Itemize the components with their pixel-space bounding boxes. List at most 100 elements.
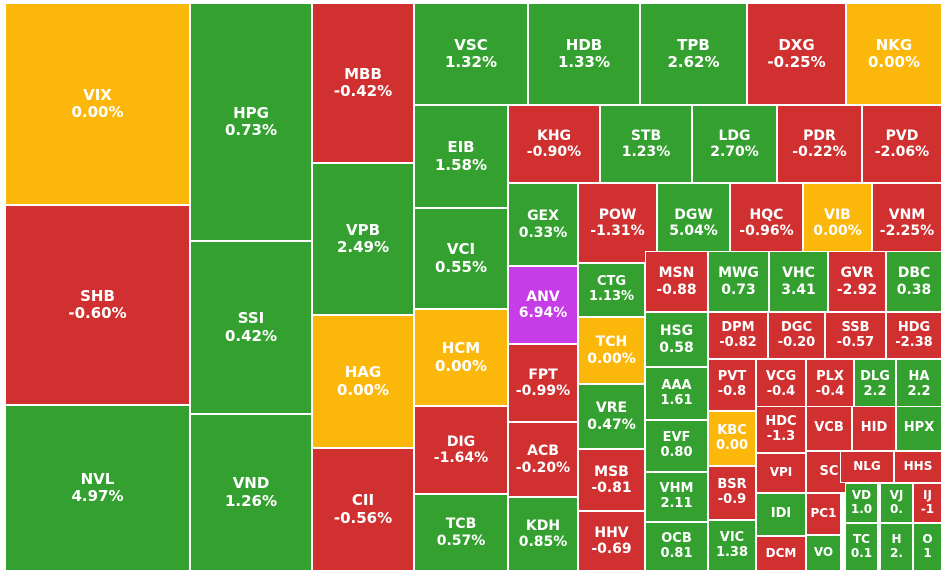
tile-symbol: HHV	[594, 524, 629, 541]
tile-khg[interactable]: KHG -0.90%	[508, 105, 600, 183]
tile-vpb[interactable]: VPB 2.49%	[312, 163, 414, 315]
tile-nlg[interactable]: NLG	[840, 451, 894, 483]
tile-h[interactable]: H 2.	[880, 523, 913, 571]
tile-tch[interactable]: TCH 0.00%	[578, 317, 645, 384]
tile-change: 2.62%	[667, 53, 720, 71]
tile-pvd[interactable]: PVD -2.06%	[862, 105, 942, 183]
tile-ssi[interactable]: SSI 0.42%	[190, 241, 312, 414]
tile-shb[interactable]: SHB -0.60%	[5, 205, 190, 405]
tile-symbol: VND	[232, 474, 270, 493]
tile-mbb[interactable]: MBB -0.42%	[312, 3, 414, 163]
tile-pc1[interactable]: PC1	[806, 493, 841, 535]
tile-vic[interactable]: VIC 1.38	[708, 520, 756, 571]
tile-hid[interactable]: HID	[852, 406, 896, 451]
tile-vcg[interactable]: VCG -0.4	[756, 359, 806, 411]
tile-vci[interactable]: VCI 0.55%	[414, 208, 508, 309]
tile-vhm[interactable]: VHM 2.11	[645, 472, 708, 522]
tile-hsg[interactable]: HSG 0.58	[645, 312, 708, 367]
tile-anv[interactable]: ANV 6.94%	[508, 266, 578, 344]
tile-tcb[interactable]: TCB 0.57%	[414, 494, 508, 571]
tile-vre[interactable]: VRE 0.47%	[578, 384, 645, 449]
tile-tc[interactable]: TC 0.1	[845, 523, 878, 571]
tile-vd[interactable]: VD 1.0	[845, 483, 878, 523]
tile-change: -0.99%	[515, 383, 571, 399]
tile-vnd[interactable]: VND 1.26%	[190, 414, 312, 571]
tile-dpm[interactable]: DPM -0.82	[708, 312, 768, 359]
tile-dxg[interactable]: DXG -0.25%	[747, 3, 846, 105]
tile-pow[interactable]: POW -1.31%	[578, 183, 657, 263]
tile-aaa[interactable]: AAA 1.61	[645, 367, 708, 420]
tile-ha[interactable]: HA 2.2	[896, 359, 942, 411]
tile-change: 2.	[890, 546, 903, 560]
tile-symbol: TC	[853, 532, 870, 547]
tile-hhv[interactable]: HHV -0.69	[578, 511, 645, 571]
tile-dlg[interactable]: DLG 2.2	[854, 359, 896, 411]
tile-dgw[interactable]: DGW 5.04%	[657, 183, 730, 263]
tile-tpb[interactable]: TPB 2.62%	[640, 3, 747, 105]
tile-gex[interactable]: GEX 0.33%	[508, 183, 578, 266]
tile-symbol: DBC	[897, 265, 931, 282]
tile-vix[interactable]: VIX 0.00%	[5, 3, 190, 205]
tile-vj[interactable]: VJ 0.	[880, 483, 913, 523]
tile-symbol: HPG	[233, 103, 269, 122]
tile-ij[interactable]: IJ -1	[913, 483, 942, 523]
tile-vib[interactable]: VIB 0.00%	[803, 183, 872, 263]
tile-ctg[interactable]: CTG 1.13%	[578, 263, 645, 317]
tile-hpx[interactable]: HPX	[896, 406, 942, 451]
tile-evf[interactable]: EVF 0.80	[645, 420, 708, 472]
tile-hag[interactable]: HAG 0.00%	[312, 315, 414, 448]
tile-gvr[interactable]: GVR -2.92	[828, 251, 886, 312]
tile-hdg[interactable]: HDG -2.38	[886, 312, 942, 359]
tile-vpi[interactable]: VPI	[756, 453, 806, 493]
tile-hhs[interactable]: HHS	[894, 451, 942, 483]
tile-hpg[interactable]: HPG 0.73%	[190, 3, 312, 241]
tile-msb[interactable]: MSB -0.81	[578, 449, 645, 511]
tile-cii[interactable]: CII -0.56%	[312, 448, 414, 571]
tile-change: -0.82	[719, 334, 757, 350]
tile-nkg[interactable]: NKG 0.00%	[846, 3, 942, 105]
tile-change: 0.	[890, 502, 903, 516]
tile-dgc[interactable]: DGC -0.20	[768, 312, 825, 359]
tile-eib[interactable]: EIB 1.58%	[414, 105, 508, 208]
tile-nvl[interactable]: NVL 4.97%	[5, 405, 190, 571]
tile-pdr[interactable]: PDR -0.22%	[777, 105, 862, 183]
tile-vcb[interactable]: VCB	[806, 406, 852, 451]
tile-change: 2.49%	[336, 238, 390, 256]
tile-symbol: DGC	[780, 319, 812, 335]
tile-acb[interactable]: ACB -0.20%	[508, 422, 578, 497]
tile-vsc[interactable]: VSC 1.32%	[414, 3, 528, 105]
tile-symbol: PVT	[717, 369, 747, 385]
tile-change: 4.97%	[71, 487, 124, 505]
tile-fpt[interactable]: FPT -0.99%	[508, 344, 578, 422]
tile-idi[interactable]: IDI	[756, 493, 806, 536]
tile-hcm[interactable]: HCM 0.00%	[414, 309, 508, 406]
tile-dcm[interactable]: DCM	[756, 536, 806, 571]
tile-kdh[interactable]: KDH 0.85%	[508, 497, 578, 571]
tile-ocb[interactable]: OCB 0.81	[645, 522, 708, 571]
tile-change: 3.41	[781, 281, 816, 298]
tile-plx[interactable]: PLX -0.4	[806, 359, 854, 411]
tile-hqc[interactable]: HQC -0.96%	[730, 183, 803, 263]
tile-kbc[interactable]: KBC 0.00	[708, 411, 756, 466]
tile-symbol: HHS	[903, 459, 933, 474]
tile-ldg[interactable]: LDG 2.70%	[692, 105, 777, 183]
tile-dig[interactable]: DIG -1.64%	[414, 406, 508, 494]
tile-vo[interactable]: VO	[806, 535, 841, 571]
tile-hdb[interactable]: HDB 1.33%	[528, 3, 640, 105]
tile-change: 0.80	[660, 445, 693, 460]
tile-stb[interactable]: STB 1.23%	[600, 105, 692, 183]
tile-bsr[interactable]: BSR -0.9	[708, 466, 756, 520]
tile-hdc[interactable]: HDC -1.3	[756, 406, 806, 453]
tile-dbc[interactable]: DBC 0.38	[886, 251, 942, 312]
tile-pvt[interactable]: PVT -0.8	[708, 359, 756, 411]
tile-change: -0.20	[777, 334, 816, 350]
tile-vnm[interactable]: VNM -2.25%	[872, 183, 942, 263]
tile-symbol: IJ	[923, 488, 932, 503]
tile-change: 2.2	[863, 384, 887, 399]
tile-mwg[interactable]: MWG 0.73	[708, 251, 769, 312]
tile-msn[interactable]: MSN -0.88	[645, 251, 708, 312]
tile-vhc[interactable]: VHC 3.41	[769, 251, 828, 312]
tile-ssb[interactable]: SSB -0.57	[825, 312, 886, 359]
